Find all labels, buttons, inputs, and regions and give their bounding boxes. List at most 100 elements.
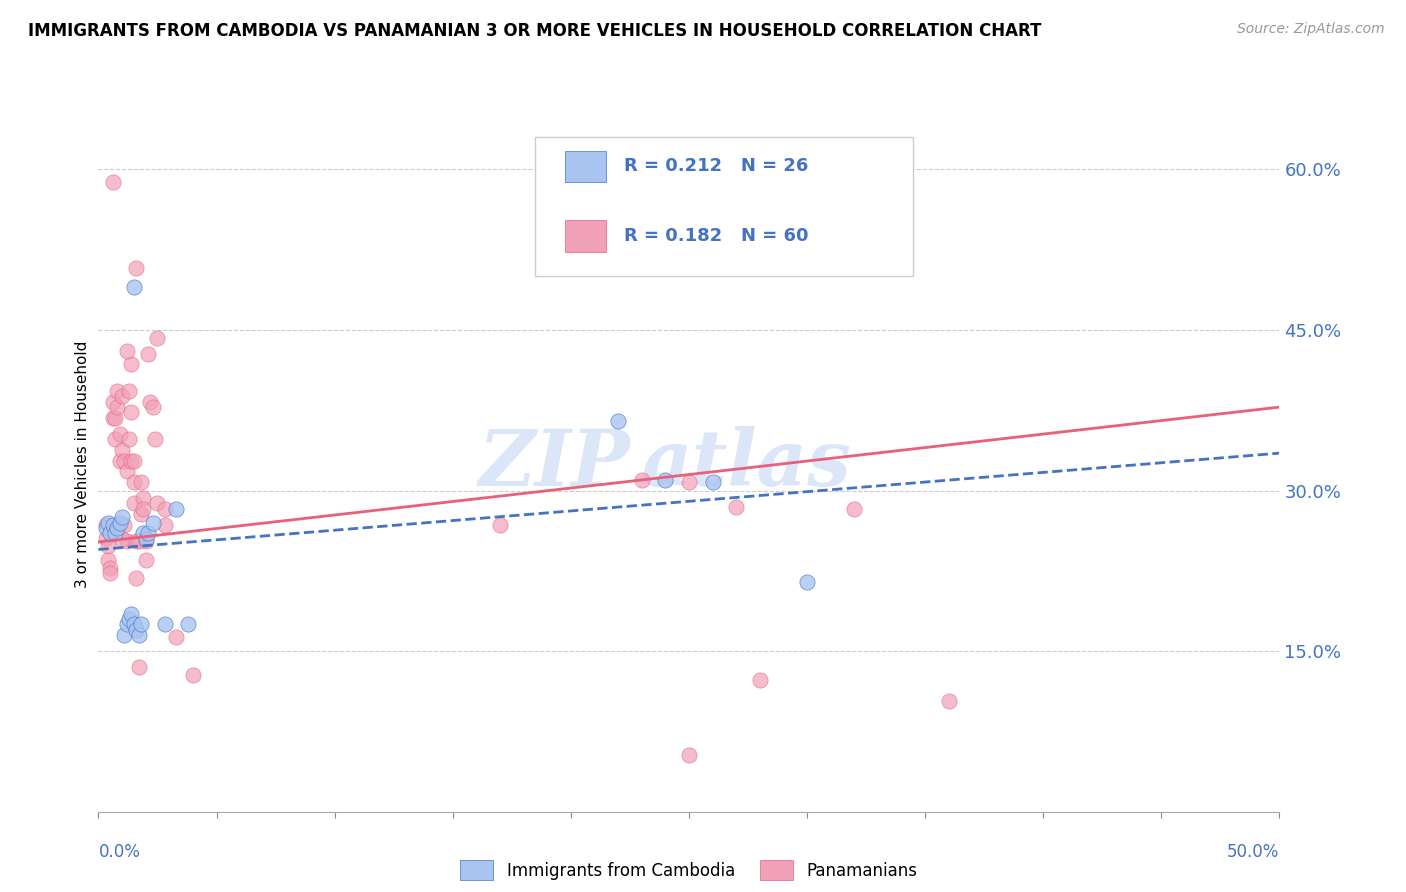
Point (129, 507, 152, 521)
Point (111, 510, 134, 524)
Point (129, 475, 152, 489)
Point (115, 464, 138, 478)
Point (725, 500, 748, 514)
Point (121, 405, 143, 419)
Text: Source: ZipAtlas.com: Source: ZipAtlas.com (1237, 22, 1385, 37)
Point (153, 517, 176, 532)
Point (121, 453, 143, 467)
Point (938, 694, 960, 708)
Point (654, 473, 676, 487)
Point (105, 521, 128, 535)
Point (748, 673, 770, 687)
Point (139, 394, 162, 409)
Point (136, 526, 159, 541)
Text: R = 0.212   N = 26: R = 0.212 N = 26 (624, 157, 808, 176)
Point (135, 532, 157, 546)
Point (132, 526, 155, 541)
Point (135, 533, 157, 548)
Point (128, 628, 150, 642)
Point (118, 432, 141, 446)
Point (135, 553, 157, 567)
Point (630, 473, 652, 487)
Point (146, 330, 169, 344)
Point (796, 574, 818, 589)
Point (97, 516, 120, 530)
Point (97, 553, 120, 567)
Point (844, 501, 866, 516)
Point (121, 607, 143, 621)
Point (98, 526, 121, 541)
Point (122, 617, 145, 632)
Point (181, 667, 204, 681)
Point (104, 432, 127, 446)
Point (678, 475, 700, 489)
Point (94, 521, 117, 535)
Point (143, 432, 166, 446)
Point (94, 517, 117, 532)
Point (702, 475, 724, 489)
Text: 0.0%: 0.0% (98, 843, 141, 861)
Point (146, 496, 169, 510)
Point (101, 410, 124, 425)
Point (98, 566, 121, 580)
Point (105, 384, 128, 398)
Point (101, 394, 124, 409)
Text: 50.0%: 50.0% (1227, 843, 1279, 861)
Point (136, 346, 159, 360)
Point (165, 630, 187, 644)
Point (105, 400, 128, 414)
Y-axis label: 3 or more Vehicles in Household: 3 or more Vehicles in Household (75, 340, 90, 588)
Point (128, 660, 150, 674)
Point (153, 617, 176, 632)
Point (122, 280, 145, 294)
Point (111, 389, 134, 403)
Point (115, 344, 138, 359)
FancyBboxPatch shape (565, 220, 606, 252)
Point (125, 260, 148, 275)
Point (111, 442, 134, 457)
Point (132, 501, 155, 516)
Point (177, 617, 200, 632)
Point (112, 453, 135, 467)
Point (142, 516, 165, 530)
Legend: Immigrants from Cambodia, Panamanians: Immigrants from Cambodia, Panamanians (454, 854, 924, 887)
Point (165, 501, 187, 516)
Point (122, 496, 145, 510)
Text: ZIP: ZIP (478, 425, 630, 502)
Point (112, 517, 135, 532)
Point (607, 414, 630, 428)
Point (132, 491, 155, 505)
Point (108, 426, 131, 441)
Point (115, 533, 138, 548)
FancyBboxPatch shape (536, 136, 914, 276)
Point (122, 453, 145, 467)
Point (129, 617, 152, 632)
Text: R = 0.182   N = 60: R = 0.182 N = 60 (624, 227, 808, 245)
Point (94, 531, 117, 545)
Point (128, 533, 150, 548)
Point (125, 571, 148, 585)
Point (125, 533, 148, 548)
FancyBboxPatch shape (565, 151, 606, 182)
Point (108, 453, 131, 467)
Point (112, 628, 135, 642)
Text: IMMIGRANTS FROM CAMBODIA VS PANAMANIAN 3 OR MORE VEHICLES IN HOUSEHOLD CORRELATI: IMMIGRANTS FROM CAMBODIA VS PANAMANIAN 3… (28, 22, 1042, 40)
Point (98, 560, 121, 574)
Point (678, 747, 700, 762)
Point (104, 526, 127, 541)
Point (125, 623, 148, 637)
Point (104, 410, 127, 425)
Point (153, 501, 176, 516)
Point (489, 517, 512, 532)
Point (115, 617, 138, 632)
Point (121, 357, 143, 371)
Point (108, 516, 131, 530)
Point (118, 612, 141, 626)
Point (142, 400, 165, 414)
Point (97, 539, 120, 553)
Point (122, 475, 145, 489)
Point (101, 517, 124, 532)
Point (118, 384, 141, 398)
Point (111, 532, 134, 546)
Point (101, 175, 124, 189)
